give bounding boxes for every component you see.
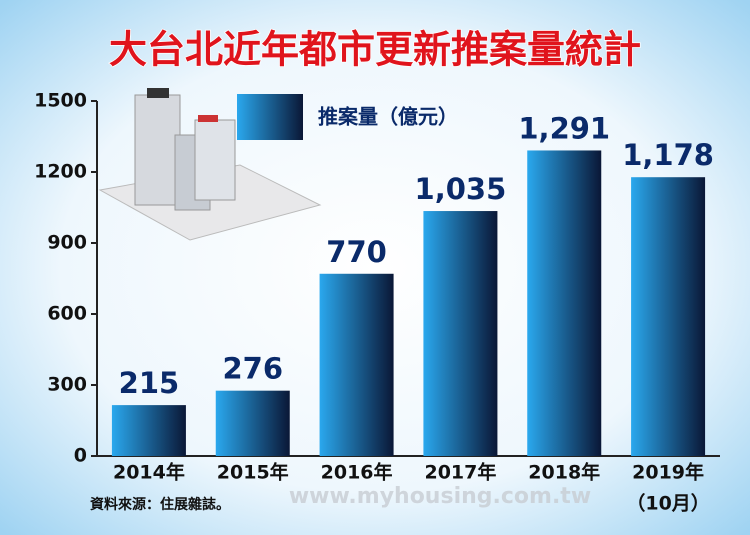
y-tick-label: 600	[47, 303, 87, 325]
watermark: www.myhousing.com.tw	[289, 484, 591, 509]
x-tick-note: （10月）	[626, 492, 709, 515]
bar	[215, 390, 290, 456]
y-tick-label: 1200	[34, 161, 87, 183]
y-tick-label: 300	[47, 374, 87, 396]
source-note: 資料來源：住展雜誌。	[90, 496, 230, 513]
value-label: 1,035	[415, 172, 507, 206]
legend-swatch	[237, 94, 303, 140]
x-tick-label: 2018年	[528, 461, 600, 484]
x-tick-label: 2016年	[321, 461, 393, 484]
x-tick-label: 2014年	[113, 461, 185, 484]
bar	[631, 177, 706, 456]
legend-label: 推案量（億元）	[318, 105, 458, 129]
value-label: 276	[222, 352, 283, 386]
chart-title: 大台北近年都市更新推案量統計	[109, 28, 641, 72]
y-tick-label: 0	[74, 445, 87, 467]
x-tick-label: 2019年	[632, 461, 704, 484]
bar	[111, 405, 186, 456]
bar	[423, 211, 498, 456]
bar	[319, 273, 394, 456]
value-label: 770	[326, 235, 387, 269]
bar	[527, 150, 602, 457]
y-tick-label: 1500	[34, 90, 87, 112]
x-tick-label: 2017年	[424, 461, 496, 484]
value-label: 215	[119, 366, 180, 400]
value-label: 1,178	[622, 138, 714, 172]
building-illustration	[98, 88, 322, 241]
y-tick-label: 900	[47, 232, 87, 254]
x-tick-label: 2015年	[217, 461, 289, 484]
value-label: 1,291	[518, 111, 610, 145]
